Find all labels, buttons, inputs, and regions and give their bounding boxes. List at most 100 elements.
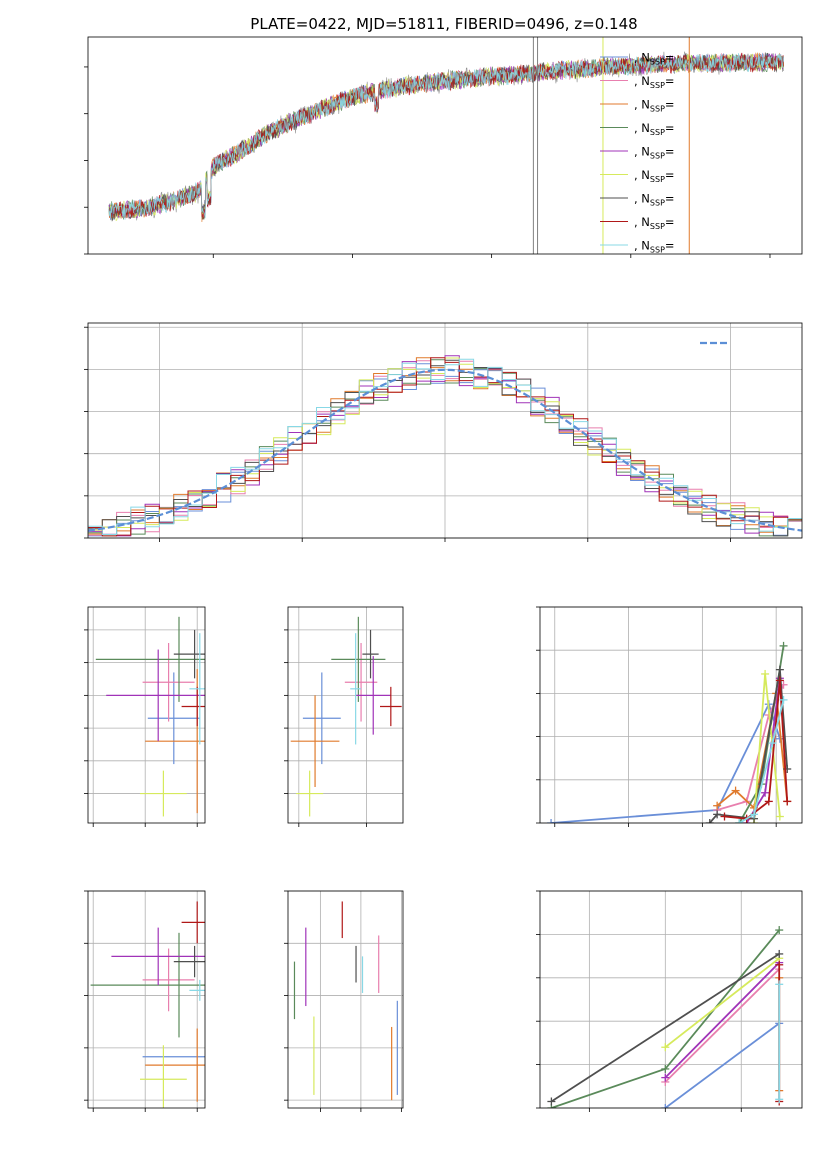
weight-line bbox=[550, 953, 780, 1103]
plot-area bbox=[90, 901, 205, 1108]
chart-mass-vs-Z bbox=[84, 890, 206, 1112]
errorbar-point bbox=[106, 649, 205, 742]
legend-nssp-sub: SSP bbox=[650, 199, 665, 208]
legend-nssp-sub: SSP bbox=[650, 128, 665, 137]
weight-marker bbox=[775, 1095, 784, 1104]
weight-marker bbox=[783, 797, 792, 806]
plot-area bbox=[88, 355, 802, 538]
chart-mass-vs-EBV bbox=[284, 890, 404, 1112]
legend-nssp-sub: SSP bbox=[650, 105, 665, 114]
errorbar-point bbox=[296, 770, 324, 817]
weight-marker bbox=[661, 1073, 670, 1082]
axes-frame bbox=[539, 890, 803, 1109]
errorbar-point bbox=[142, 948, 195, 1012]
weight-line bbox=[551, 701, 781, 823]
errorbar-point bbox=[140, 770, 187, 817]
errorbar-point bbox=[145, 1028, 205, 1102]
plot-area bbox=[290, 616, 402, 817]
legend-label: , NSSP= bbox=[634, 168, 675, 184]
legend-nssp-sub: SSP bbox=[650, 222, 665, 231]
weight-marker bbox=[713, 801, 722, 810]
weight-marker bbox=[779, 641, 788, 650]
axes-frame bbox=[87, 36, 803, 255]
weight-line bbox=[664, 968, 780, 1083]
chart-spectrum: , NSSP= , NSSP= , NSSP= , NSSP= , NSSP= , NSS… bbox=[84, 36, 803, 258]
errorbar-point bbox=[140, 1045, 187, 1108]
legend-label: , NSSP= bbox=[634, 215, 675, 231]
legend-label: , NSSP= bbox=[634, 192, 675, 208]
chart-age-vs-Z bbox=[84, 606, 206, 827]
weight-marker bbox=[547, 1097, 556, 1106]
errorbar-point bbox=[355, 656, 391, 735]
figure-title: PLATE=0422, MJD=51811, FIBERID=0496, z=0… bbox=[250, 15, 637, 33]
chart-weight-vs-age bbox=[536, 606, 803, 827]
chart-weight-vs-Z bbox=[536, 890, 803, 1112]
errorbar-point bbox=[302, 672, 341, 765]
weight-marker bbox=[735, 819, 744, 823]
weight-line bbox=[664, 957, 780, 1048]
weight-marker bbox=[731, 786, 740, 795]
errorbar-point bbox=[189, 979, 205, 1001]
weight-marker bbox=[775, 949, 784, 958]
errorbar-point bbox=[181, 686, 205, 727]
weight-marker bbox=[713, 810, 722, 819]
weight-marker bbox=[775, 960, 784, 969]
errorbar-point bbox=[111, 927, 205, 986]
weight-marker bbox=[775, 676, 784, 685]
legend-label: , NSSP= bbox=[634, 74, 675, 90]
legend-nssp-sub: SSP bbox=[650, 175, 665, 184]
errorbar-point bbox=[290, 695, 340, 787]
plot-area bbox=[108, 37, 784, 254]
errorbar-point bbox=[344, 643, 378, 722]
weight-marker bbox=[750, 810, 759, 819]
weight-marker bbox=[775, 926, 784, 935]
errorbar-point bbox=[173, 629, 205, 679]
legend-label: , NSSP= bbox=[634, 239, 675, 255]
legend-nssp-sub: SSP bbox=[650, 58, 665, 67]
weight-marker bbox=[705, 819, 714, 823]
weight-marker bbox=[775, 980, 784, 989]
weight-marker bbox=[775, 812, 784, 821]
axes-frame bbox=[287, 890, 404, 1109]
weight-marker bbox=[779, 695, 788, 704]
axes-frame bbox=[539, 606, 803, 824]
plot-area bbox=[293, 901, 398, 1101]
errorbar-point bbox=[362, 629, 379, 679]
errorbar-point bbox=[380, 686, 402, 727]
plot-area bbox=[547, 926, 784, 1108]
weight-marker bbox=[761, 669, 770, 678]
normal-curve bbox=[88, 368, 802, 532]
errorbar-point bbox=[189, 633, 205, 745]
errorbar-point bbox=[90, 932, 205, 1038]
plot-area bbox=[95, 616, 205, 817]
chart-residuals bbox=[84, 322, 803, 542]
spectrum-legend: , NSSP= , NSSP= , NSSP= , NSSP= , NSSP= , NSS… bbox=[600, 51, 675, 255]
weight-line bbox=[664, 1022, 780, 1108]
errorbar-point bbox=[147, 672, 200, 765]
legend-nssp-sub: SSP bbox=[650, 246, 665, 255]
legend-nssp-sub: SSP bbox=[650, 81, 665, 90]
errorbar-point bbox=[350, 633, 362, 745]
plot-area bbox=[547, 641, 792, 823]
legend-label: , NSSP= bbox=[634, 145, 675, 161]
weight-marker bbox=[547, 819, 556, 823]
weight-marker bbox=[764, 797, 773, 806]
errorbar-point bbox=[331, 616, 386, 702]
weight-marker bbox=[661, 1104, 670, 1108]
axes-frame bbox=[287, 606, 404, 824]
legend-nssp-sub: SSP bbox=[650, 152, 665, 161]
axes-frame bbox=[87, 606, 206, 824]
chart-age-vs-mass bbox=[284, 606, 404, 827]
legend-label: , NSSP= bbox=[634, 98, 675, 114]
axes-frame bbox=[87, 890, 206, 1109]
weight-line bbox=[738, 699, 785, 823]
errorbar-point bbox=[173, 945, 205, 978]
weight-marker bbox=[661, 1043, 670, 1052]
histogram-series bbox=[88, 358, 802, 538]
errorbar-point bbox=[181, 901, 205, 944]
weight-marker bbox=[768, 739, 777, 748]
errorbar-point bbox=[142, 643, 195, 722]
legend-label: , NSSP= bbox=[634, 51, 675, 67]
weight-marker bbox=[775, 665, 784, 674]
